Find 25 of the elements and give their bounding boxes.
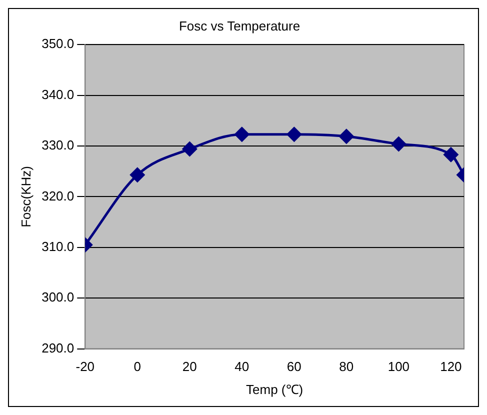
point	[391, 136, 406, 152]
x-axis-title: Temp (℃)	[246, 382, 304, 397]
y-tick-label: 300.0	[42, 290, 74, 305]
x-tick-label: 60	[286, 359, 302, 374]
point	[130, 168, 145, 182]
y-tick-label: 290.0	[42, 340, 74, 356]
point	[339, 129, 354, 144]
chart-title: Fosc vs Temperature	[178, 18, 300, 34]
x-tick-label: 120	[440, 359, 462, 374]
x-tick-label: 0	[134, 359, 142, 374]
x-tick-label: 40	[234, 359, 250, 374]
x-tick-label: -20	[76, 359, 95, 374]
x-tick-label: 80	[339, 359, 354, 374]
y-axis-title: Fosc(KHz)	[18, 166, 34, 228]
point	[182, 142, 197, 156]
y-tick-label: 350.0	[42, 36, 74, 52]
point	[286, 127, 302, 142]
y-tick-label: 330.0	[42, 138, 74, 153]
point	[234, 127, 250, 142]
point	[444, 147, 458, 162]
x-tick-label: 20	[182, 359, 197, 374]
x-tick-label: 100	[388, 359, 410, 374]
y-tick-label: 340.0	[42, 86, 74, 102]
y-tick-label: 320.0	[42, 188, 74, 204]
y-tick-label: 310.0	[42, 238, 74, 254]
